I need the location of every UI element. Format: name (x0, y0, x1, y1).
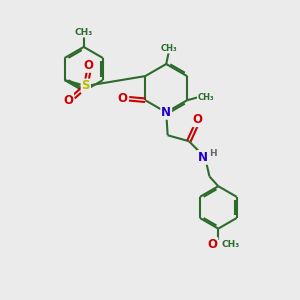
Text: CH₃: CH₃ (160, 44, 177, 52)
Text: O: O (84, 59, 94, 72)
Text: CH₃: CH₃ (222, 240, 240, 249)
Text: S: S (82, 80, 90, 92)
Text: CH₃: CH₃ (198, 93, 214, 102)
Text: O: O (118, 92, 128, 105)
Text: N: N (161, 106, 171, 119)
Text: O: O (63, 94, 73, 106)
Text: N: N (198, 151, 208, 164)
Text: O: O (193, 113, 203, 126)
Text: CH₃: CH₃ (75, 28, 93, 37)
Text: O: O (207, 238, 218, 251)
Text: H: H (209, 149, 217, 158)
